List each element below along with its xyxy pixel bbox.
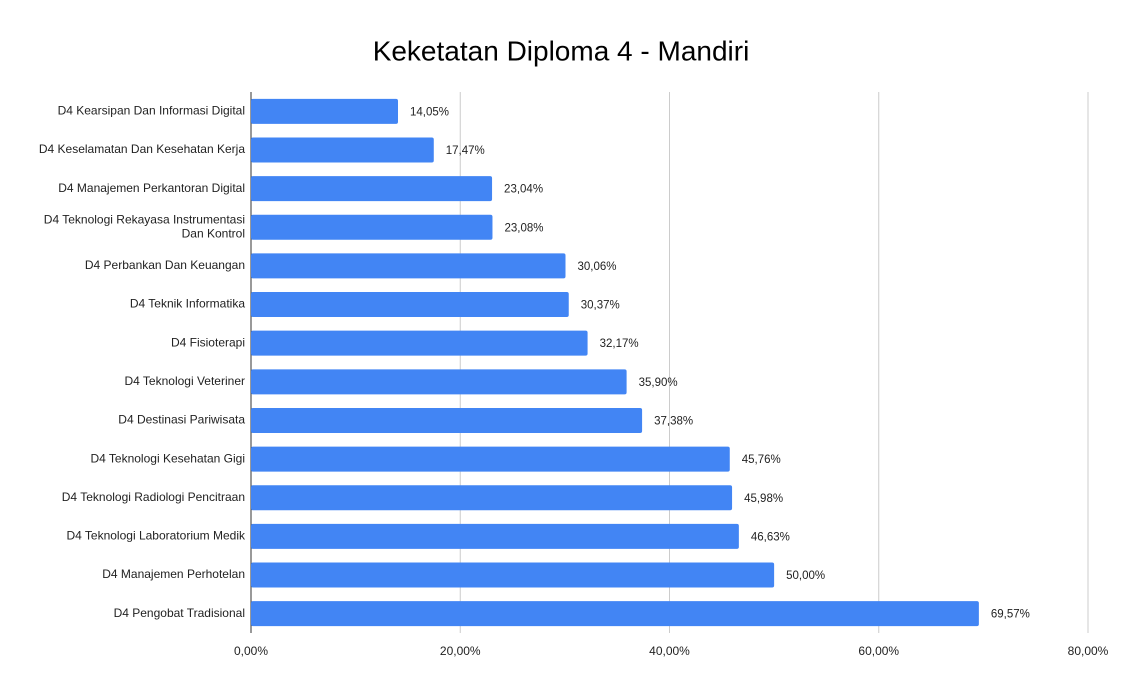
y-tick-label: D4 Teknologi Radiologi Pencitraan [62, 490, 245, 504]
y-tick-label: D4 Teknik Informatika [130, 297, 245, 311]
value-label: 50,00% [786, 570, 825, 582]
x-tick-label: 40,00% [649, 644, 690, 658]
bar [251, 330, 588, 356]
value-label: 69,57% [991, 609, 1030, 621]
y-tick-label: D4 Perbankan Dan Keuangan [85, 258, 245, 272]
bar [251, 176, 493, 202]
y-tick-label: D4 Pengobat Tradisional [114, 606, 245, 620]
bar [251, 407, 643, 433]
bar [251, 485, 733, 511]
value-label: 45,76% [742, 454, 781, 466]
value-label: 35,90% [639, 377, 678, 389]
bar [251, 214, 493, 240]
bar [251, 523, 739, 549]
x-tick-label: 80,00% [1068, 644, 1109, 658]
y-tick-label: D4 Manajemen Perhotelan [102, 567, 245, 581]
bar [251, 292, 569, 318]
y-tick-label: D4 Manajemen Perkantoran Digital [58, 181, 245, 195]
y-tick-label: D4 Fisioterapi [171, 335, 245, 349]
bar [251, 98, 398, 124]
bar [251, 137, 434, 163]
value-label: 14,05% [410, 106, 449, 118]
chart-title: Keketatan Diploma 4 - Mandiri [373, 35, 750, 66]
value-label: 37,38% [654, 415, 693, 427]
y-tick-label: D4 Kearsipan Dan Informasi Digital [58, 103, 245, 117]
bar [251, 446, 730, 472]
y-tick-label: D4 Teknologi Laboratorium Medik [66, 529, 246, 543]
y-tick-label: D4 Destinasi Pariwisata [118, 413, 245, 427]
x-tick-label: 0,00% [234, 644, 268, 658]
x-tick-label: 20,00% [440, 644, 481, 658]
y-tick-label: D4 Teknologi Rekayasa Instrumentasi Dan K… [44, 212, 245, 240]
bar [251, 562, 775, 588]
bar [251, 601, 979, 627]
y-tick-label: D4 Teknologi Kesehatan Gigi [90, 451, 245, 465]
value-label: 45,98% [744, 493, 783, 505]
value-label: 30,06% [578, 261, 617, 273]
x-tick-label: 60,00% [858, 644, 899, 658]
bar [251, 369, 627, 395]
value-label: 17,47% [446, 145, 485, 157]
value-label: 30,37% [581, 300, 620, 312]
value-label: 23,08% [504, 222, 543, 234]
bar [251, 253, 566, 279]
y-tick-label: D4 Keselamatan Dan Kesehatan Kerja [39, 142, 245, 156]
y-tick-label: D4 Teknologi Veteriner [124, 374, 245, 388]
value-label: 32,17% [600, 338, 639, 350]
value-label: 23,04% [504, 184, 543, 196]
value-label: 46,63% [751, 531, 790, 543]
